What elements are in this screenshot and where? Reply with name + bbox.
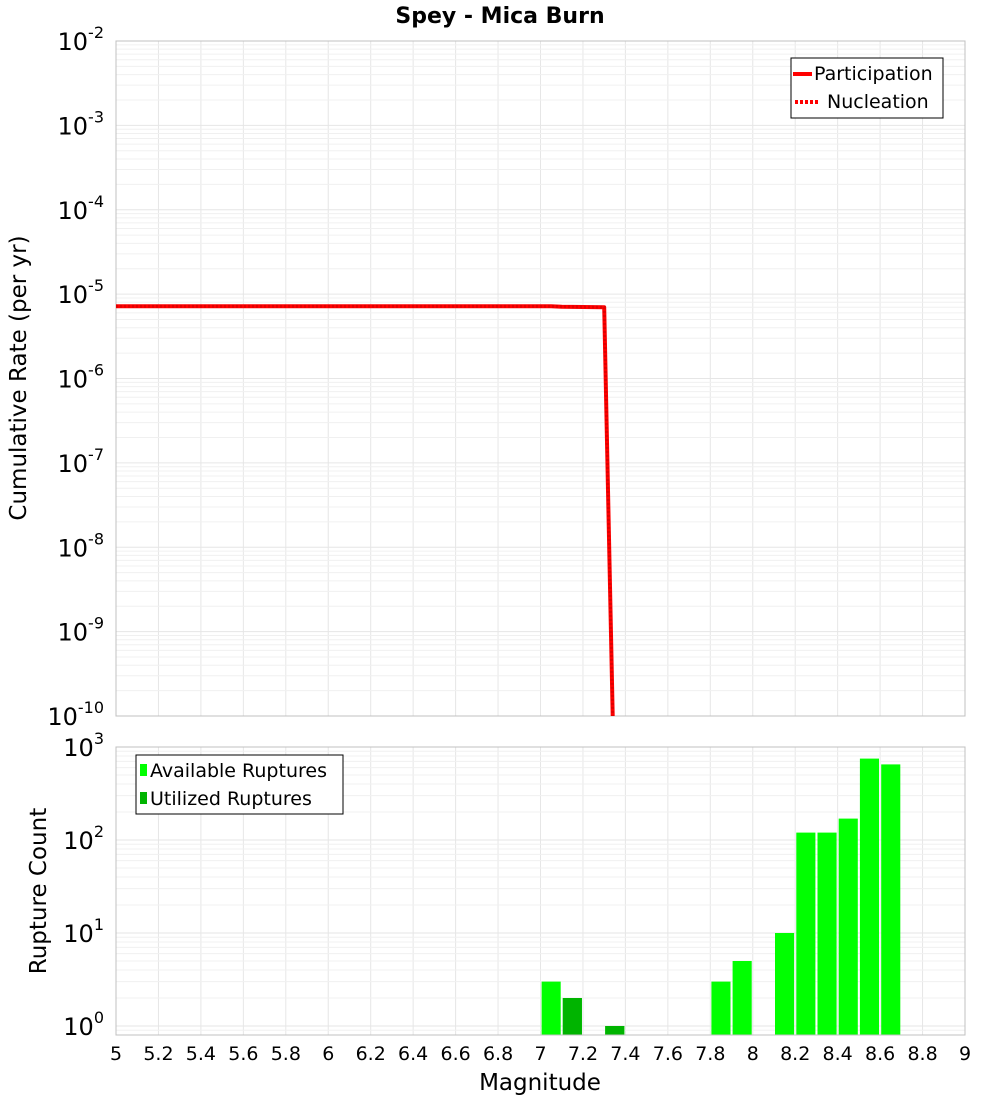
bar-available-ruptures bbox=[541, 981, 561, 1035]
bar-available-ruptures bbox=[859, 758, 879, 1035]
x-tick-label: 8.4 bbox=[823, 1043, 853, 1065]
rate-y-tick-label: 10-8 bbox=[58, 529, 105, 562]
bar-available-ruptures bbox=[881, 764, 901, 1035]
x-tick-label: 7 bbox=[534, 1043, 546, 1065]
x-tick-label: 7.4 bbox=[610, 1043, 640, 1065]
rate-y-tick-label: 10-10 bbox=[47, 698, 104, 731]
count-y-tick-label: 103 bbox=[63, 729, 104, 762]
rate-panel: 10-10 10-9 10-8 10-7 10-6 10-5 10-4 10-3 10-2 Cu… bbox=[6, 23, 966, 731]
rate-y-axis-label: Cumulative Rate (per yr) bbox=[6, 235, 32, 520]
bar-available-ruptures bbox=[838, 818, 858, 1035]
x-tick-label: 5.4 bbox=[186, 1043, 216, 1065]
count-bars bbox=[541, 758, 901, 1035]
x-tick-label: 5.6 bbox=[228, 1043, 258, 1065]
rate-legend: Participation Nucleation bbox=[790, 57, 944, 119]
x-tick-label: 5.8 bbox=[271, 1043, 301, 1065]
bar-available-ruptures bbox=[775, 933, 795, 1035]
count-y-tick-label: 100 bbox=[63, 1008, 104, 1041]
bar-utilized-ruptures bbox=[562, 998, 582, 1035]
rate-y-tick-label: 10-6 bbox=[58, 361, 105, 394]
count-plot-frame bbox=[115, 746, 966, 1036]
rate-y-tick-label: 10-4 bbox=[58, 192, 105, 225]
x-tick-label: 6.4 bbox=[398, 1043, 428, 1065]
rate-series bbox=[116, 304, 615, 717]
x-tick-label: 9 bbox=[959, 1043, 971, 1065]
rate-y-ticks: 10-10 10-9 10-8 10-7 10-6 10-5 10-4 10-3 10-2 bbox=[47, 23, 104, 731]
bar-available-ruptures bbox=[796, 832, 816, 1035]
x-tick-label: 8.6 bbox=[865, 1043, 895, 1065]
x-tick-label: 5.2 bbox=[143, 1043, 173, 1065]
rate-grid bbox=[115, 41, 966, 717]
legend-available-label: Available Ruptures bbox=[150, 760, 327, 782]
rate-y-tick-label: 10-5 bbox=[58, 276, 105, 309]
count-x-ticks: 5 5.2 5.4 5.6 5.8 6 6.2 6.4 6.6 6.8 7 7.2 7.4 7.6 7.8 8… bbox=[110, 1043, 971, 1065]
series-nucleation-line bbox=[116, 304, 615, 717]
chart-title: Spey - Mica Burn bbox=[395, 4, 604, 29]
x-tick-label: 8.2 bbox=[780, 1043, 810, 1065]
rate-y-tick-label: 10-2 bbox=[58, 23, 105, 56]
count-y-axis-label: Rupture Count bbox=[26, 808, 52, 974]
x-tick-label: 6.8 bbox=[483, 1043, 513, 1065]
x-axis-label: Magnitude bbox=[479, 1070, 601, 1096]
x-tick-label: 7.2 bbox=[568, 1043, 598, 1065]
x-tick-label: 8 bbox=[747, 1043, 759, 1065]
count-y-tick-label: 101 bbox=[63, 915, 104, 948]
legend-participation-label: Participation bbox=[814, 63, 933, 85]
rate-plot-frame bbox=[115, 40, 966, 717]
legend-utilized-swatch bbox=[140, 792, 147, 804]
rate-y-tick-label: 10-3 bbox=[58, 107, 105, 140]
count-panel: 100 101 102 103 5 5.2 5.4 5.6 5.8 6 6.2 6.4 6.6 6.8 7… bbox=[26, 729, 971, 1096]
legend-utilized-label: Utilized Ruptures bbox=[150, 788, 312, 810]
bar-available-ruptures bbox=[711, 981, 731, 1035]
bar-utilized-ruptures bbox=[605, 1026, 625, 1035]
x-tick-label: 6.2 bbox=[356, 1043, 386, 1065]
count-y-tick-label: 102 bbox=[63, 822, 104, 855]
rate-y-tick-label: 10-7 bbox=[58, 445, 105, 478]
x-tick-label: 5 bbox=[110, 1043, 122, 1065]
count-legend: Available Ruptures Utilized Ruptures bbox=[135, 754, 344, 815]
rate-legend-box bbox=[790, 57, 944, 119]
series-participation-line bbox=[116, 304, 615, 717]
x-tick-label: 8.8 bbox=[907, 1043, 937, 1065]
bar-available-ruptures bbox=[817, 832, 837, 1035]
x-tick-label: 7.8 bbox=[695, 1043, 725, 1065]
x-tick-label: 6 bbox=[322, 1043, 334, 1065]
x-tick-label: 7.6 bbox=[653, 1043, 683, 1065]
legend-available-swatch bbox=[140, 764, 147, 776]
legend-nucleation-label: Nucleation bbox=[827, 91, 929, 113]
bar-available-ruptures bbox=[732, 961, 752, 1035]
count-legend-box bbox=[135, 754, 344, 815]
count-y-ticks: 100 101 102 103 bbox=[63, 729, 104, 1041]
rate-y-tick-label: 10-9 bbox=[58, 614, 105, 647]
x-tick-label: 6.6 bbox=[440, 1043, 470, 1065]
